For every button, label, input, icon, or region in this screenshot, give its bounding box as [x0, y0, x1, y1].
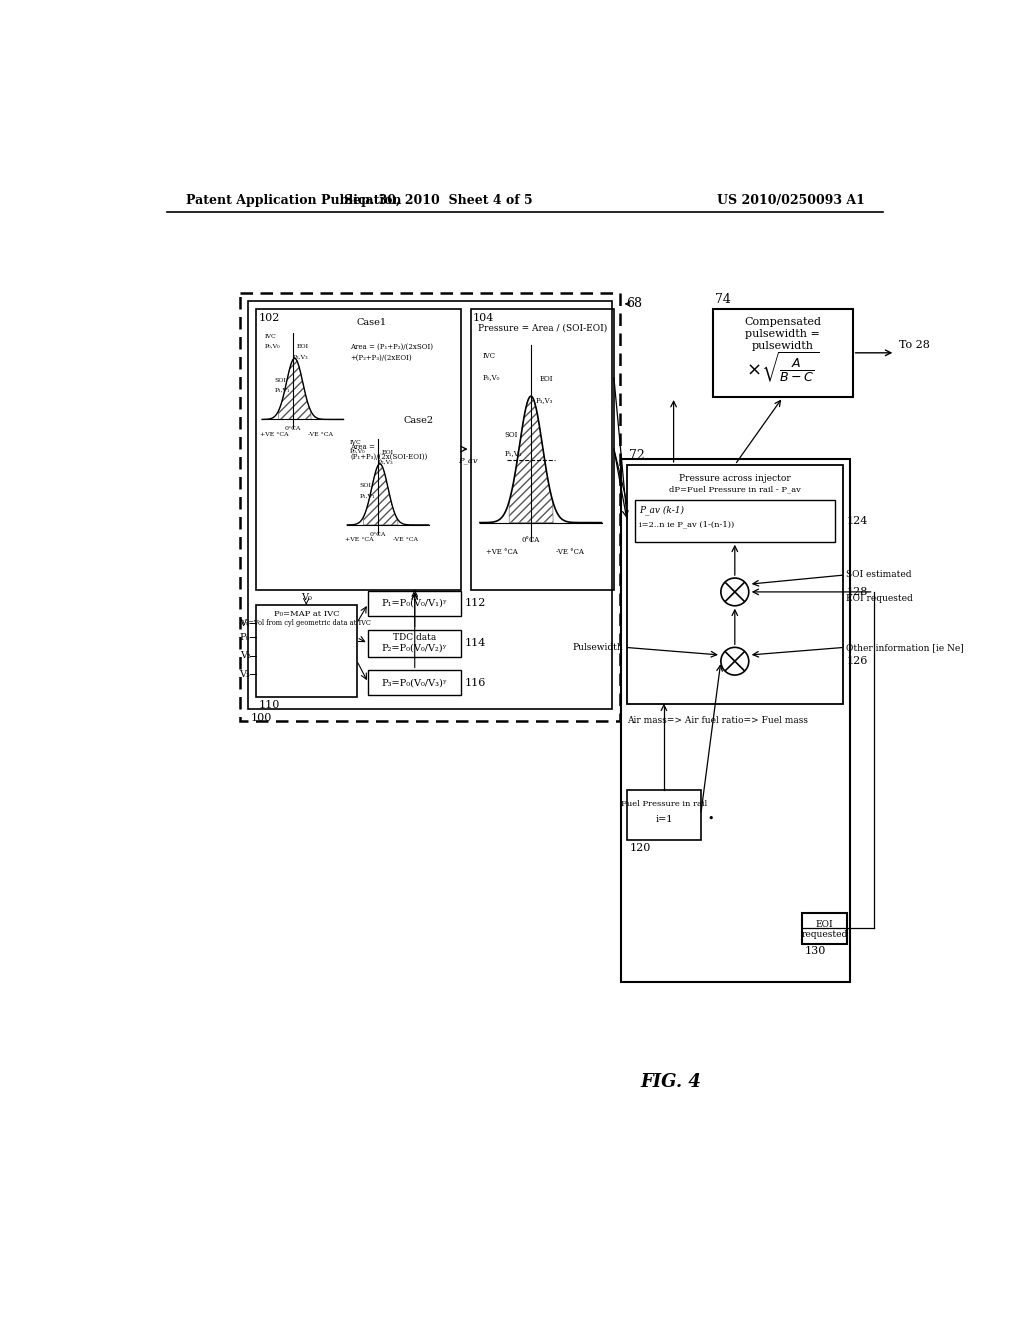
Text: pulsewidth: pulsewidth — [752, 341, 814, 351]
Text: 0°CA: 0°CA — [522, 536, 540, 544]
Text: P₃,V₃: P₃,V₃ — [378, 459, 393, 465]
Text: V₀: V₀ — [301, 593, 311, 602]
Text: 72: 72 — [630, 449, 645, 462]
Text: EOI: EOI — [382, 450, 393, 455]
Text: V₂: V₂ — [240, 651, 251, 660]
Text: 114: 114 — [465, 639, 486, 648]
Text: IVC: IVC — [483, 352, 496, 360]
Text: +VE °CA: +VE °CA — [260, 432, 289, 437]
Text: 112: 112 — [465, 598, 486, 609]
Text: P₀=MAP at IVC: P₀=MAP at IVC — [273, 610, 339, 618]
Text: FIG. 4: FIG. 4 — [640, 1073, 701, 1092]
Text: P_av (k-1): P_av (k-1) — [639, 506, 684, 515]
Bar — [369, 671, 461, 696]
Bar — [627, 465, 843, 704]
Text: Case2: Case2 — [403, 416, 433, 425]
Text: SOI estimated: SOI estimated — [847, 570, 912, 579]
Text: To 28: To 28 — [899, 341, 930, 350]
Text: P₂=P₀(V₀/V₂)ʸ: P₂=P₀(V₀/V₂)ʸ — [382, 644, 447, 652]
Text: Area =: Area = — [350, 444, 376, 451]
Text: $\times\sqrt{\frac{A}{B-C}}$: $\times\sqrt{\frac{A}{B-C}}$ — [746, 348, 819, 384]
Text: 130: 130 — [805, 946, 826, 957]
Text: requested: requested — [802, 931, 848, 939]
Text: EOI: EOI — [296, 345, 308, 350]
Bar — [635, 499, 835, 541]
Text: V₃: V₃ — [240, 669, 251, 678]
Text: Other information [ie Ne]: Other information [ie Ne] — [847, 643, 965, 652]
Text: 128: 128 — [847, 587, 867, 597]
Text: dP=Fuel Pressure in rail - P_av: dP=Fuel Pressure in rail - P_av — [669, 486, 801, 494]
Text: P_av: P_av — [458, 457, 477, 465]
Text: Case1: Case1 — [356, 318, 387, 327]
Text: +(P₂+P₃)/(2xEOI): +(P₂+P₃)/(2xEOI) — [350, 354, 412, 362]
Text: IVC: IVC — [349, 440, 361, 445]
Bar — [802, 913, 847, 944]
Text: 74: 74 — [716, 293, 731, 306]
Text: Fuel Pressure in rail: Fuel Pressure in rail — [621, 800, 707, 808]
Text: +VE °CA: +VE °CA — [345, 537, 374, 543]
Text: Patent Application Publication: Patent Application Publication — [186, 194, 401, 207]
Text: Pulsewidth: Pulsewidth — [572, 643, 624, 652]
Text: 0°CA: 0°CA — [285, 426, 301, 432]
Text: P₁,V₁: P₁,V₁ — [359, 494, 375, 499]
Text: P₀,V₀: P₀,V₀ — [349, 449, 366, 454]
Bar — [369, 591, 461, 615]
Text: TDC data: TDC data — [393, 632, 436, 642]
Text: 0°CA: 0°CA — [370, 532, 386, 537]
Text: P₀,V₀: P₀,V₀ — [483, 374, 501, 381]
Text: EOI requested: EOI requested — [847, 594, 913, 602]
Text: EOI: EOI — [540, 375, 553, 383]
Text: 126: 126 — [847, 656, 867, 667]
Text: P₀: P₀ — [240, 632, 250, 642]
Text: 104: 104 — [473, 313, 495, 323]
Text: P₁,V₁: P₁,V₁ — [274, 388, 290, 393]
Bar — [627, 789, 700, 840]
Text: 68: 68 — [627, 297, 642, 310]
Bar — [713, 309, 853, 397]
Text: pulsewidth =: pulsewidth = — [745, 329, 820, 339]
Text: 124: 124 — [847, 516, 867, 525]
Text: P₀,V₀: P₀,V₀ — [264, 343, 280, 348]
Text: 102: 102 — [258, 313, 280, 323]
Text: i=1: i=1 — [655, 814, 673, 824]
Text: 116: 116 — [465, 677, 486, 688]
Text: IVC: IVC — [264, 334, 276, 339]
Text: 120: 120 — [630, 842, 651, 853]
Text: Compensated: Compensated — [744, 317, 821, 327]
Text: Area = (P₁+P₂)/(2xSOI): Area = (P₁+P₂)/(2xSOI) — [350, 343, 433, 351]
Text: V₀=Vol from cyl geometric data at IVC: V₀=Vol from cyl geometric data at IVC — [242, 619, 371, 627]
Text: i=2..n ie P_av (1-(n-1)): i=2..n ie P_av (1-(n-1)) — [639, 520, 734, 528]
Text: SOI: SOI — [274, 378, 287, 383]
Text: (P₁+P₃)/(2x(SOI-EOI)): (P₁+P₃)/(2x(SOI-EOI)) — [350, 453, 428, 461]
Text: P₃=P₀(V₀/V₃)ʸ: P₃=P₀(V₀/V₃)ʸ — [382, 678, 447, 688]
Bar — [369, 630, 461, 657]
Text: •: • — [707, 814, 714, 824]
Text: -VE °CA: -VE °CA — [308, 432, 333, 437]
Text: EOI: EOI — [816, 920, 834, 929]
Text: V₁: V₁ — [240, 619, 251, 628]
Text: Pressure across injector: Pressure across injector — [679, 474, 791, 483]
Text: Air mass=> Air fuel ratio=> Fuel mass: Air mass=> Air fuel ratio=> Fuel mass — [627, 715, 808, 725]
Text: P₁=P₀(V₀/V₁)ʸ: P₁=P₀(V₀/V₁)ʸ — [382, 599, 447, 609]
Text: P₃,V₃: P₃,V₃ — [293, 354, 308, 359]
Text: -VE °CA: -VE °CA — [393, 537, 419, 543]
Text: Pressure = Area / (SOI-EOI): Pressure = Area / (SOI-EOI) — [477, 323, 607, 333]
Text: P₃,V₃: P₃,V₃ — [536, 396, 553, 404]
Bar — [621, 459, 850, 982]
Text: P₁,V₁: P₁,V₁ — [504, 449, 522, 457]
Text: 110: 110 — [258, 700, 280, 710]
Bar — [471, 309, 614, 590]
Text: -VE °CA: -VE °CA — [556, 548, 584, 556]
Bar — [248, 301, 612, 709]
Bar — [256, 605, 356, 697]
Text: US 2010/0250093 A1: US 2010/0250093 A1 — [717, 194, 865, 207]
Bar — [256, 309, 461, 590]
Text: 100: 100 — [251, 713, 271, 723]
Text: Sep. 30, 2010  Sheet 4 of 5: Sep. 30, 2010 Sheet 4 of 5 — [344, 194, 532, 207]
Text: SOI: SOI — [359, 483, 372, 488]
Text: SOI: SOI — [504, 430, 517, 438]
Text: +VE °CA: +VE °CA — [485, 548, 517, 556]
